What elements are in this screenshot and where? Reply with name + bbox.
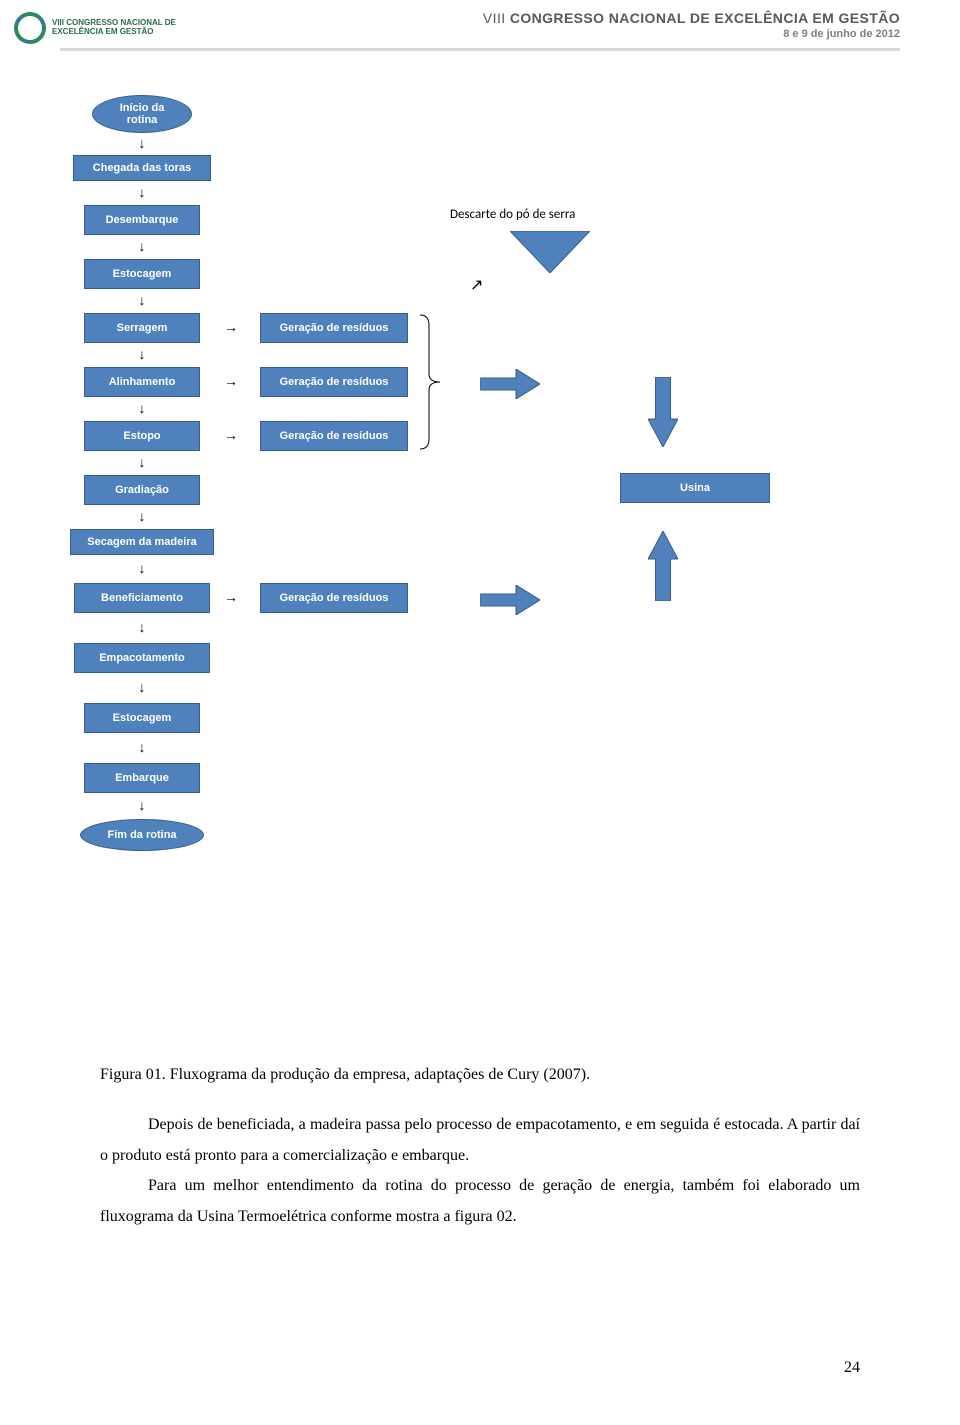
flowchart: Início darotina ↓ Chegada das toras ↓ Desemb… — [70, 95, 890, 1015]
flow-node-n8: Gradiação — [84, 475, 200, 505]
flow-node-n12: Estocagem — [84, 703, 200, 733]
flow-node-usina: Usina — [620, 473, 770, 503]
down-arrow-icon: ↓ — [134, 679, 150, 695]
paragraph-1: Depois de beneficiada, a madeira passa p… — [100, 1110, 860, 1171]
descarte-label: Descarte do pó de serra — [450, 207, 575, 222]
header-title-prefix: VIII — [483, 10, 510, 26]
flow-node-n5: Serragem — [84, 313, 200, 343]
logo-text: VIII CONGRESSO NACIONAL DE EXCELÊNCIA EM… — [52, 19, 176, 37]
flow-node-n4: Estocagem — [84, 259, 200, 289]
funnel-icon — [510, 231, 590, 273]
page-number: 24 — [844, 1359, 860, 1377]
flow-node-n7: Estopo — [84, 421, 200, 451]
flow-node-r4: Geração de resíduos — [260, 583, 408, 613]
logo-icon — [12, 10, 48, 46]
logo-text-line2: EXCELÊNCIA EM GESTÃO — [52, 28, 176, 37]
page-header: VIII CONGRESSO NACIONAL DE EXCELÊNCIA EM… — [0, 10, 960, 46]
block-arrow-icon — [648, 531, 678, 601]
right-arrow-icon: → — [224, 589, 238, 605]
down-arrow-icon: ↓ — [134, 454, 150, 470]
down-arrow-icon: ↓ — [134, 508, 150, 524]
logo-block: VIII CONGRESSO NACIONAL DE EXCELÊNCIA EM… — [12, 10, 176, 46]
down-arrow-icon: ↓ — [134, 238, 150, 254]
flow-node-n11: Empacotamento — [74, 643, 210, 673]
page: VIII CONGRESSO NACIONAL DE EXCELÊNCIA EM… — [0, 0, 960, 1425]
flow-node-r1: Geração de resíduos — [260, 313, 408, 343]
header-date: 8 e 9 de junho de 2012 — [483, 28, 900, 40]
diagonal-arrow-icon: ↗ — [470, 275, 483, 295]
flow-node-n14: Fim da rotina — [80, 819, 204, 851]
block-arrow-icon — [480, 369, 540, 399]
down-arrow-icon: ↓ — [134, 292, 150, 308]
flow-node-r2: Geração de resíduos — [260, 367, 408, 397]
flow-node-n6: Alinhamento — [84, 367, 200, 397]
down-arrow-icon: ↓ — [134, 400, 150, 416]
down-arrow-icon: ↓ — [134, 184, 150, 200]
bracket-icon — [418, 313, 444, 451]
right-arrow-icon: → — [224, 319, 238, 335]
down-arrow-icon: ↓ — [134, 560, 150, 576]
down-arrow-icon: ↓ — [134, 797, 150, 813]
right-arrow-icon: → — [224, 427, 238, 443]
figure-caption: Figura 01. Fluxograma da produção da emp… — [100, 1060, 860, 1090]
flow-node-n9: Secagem da madeira — [70, 529, 214, 555]
flow-node-r3: Geração de resíduos — [260, 421, 408, 451]
flow-node-n10: Beneficiamento — [74, 583, 210, 613]
flow-node-n13: Embarque — [84, 763, 200, 793]
header-title: VIII CONGRESSO NACIONAL DE EXCELÊNCIA EM… — [483, 10, 900, 26]
block-arrow-icon — [648, 377, 678, 447]
flow-node-n1: Início darotina — [92, 95, 192, 133]
right-arrow-icon: → — [224, 373, 238, 389]
down-arrow-icon: ↓ — [134, 619, 150, 635]
down-arrow-icon: ↓ — [134, 346, 150, 362]
down-arrow-icon: ↓ — [134, 739, 150, 755]
body-text: Figura 01. Fluxograma da produção da emp… — [100, 1060, 860, 1232]
header-right: VIII CONGRESSO NACIONAL DE EXCELÊNCIA EM… — [483, 10, 900, 40]
block-arrow-icon — [480, 585, 540, 615]
down-arrow-icon: ↓ — [134, 135, 150, 151]
header-divider — [60, 48, 900, 51]
header-title-main: CONGRESSO NACIONAL DE EXCELÊNCIA EM GEST… — [510, 10, 900, 26]
flow-node-n2: Chegada das toras — [73, 155, 211, 181]
flow-node-n3: Desembarque — [84, 205, 200, 235]
paragraph-2: Para um melhor entendimento da rotina do… — [100, 1171, 860, 1232]
